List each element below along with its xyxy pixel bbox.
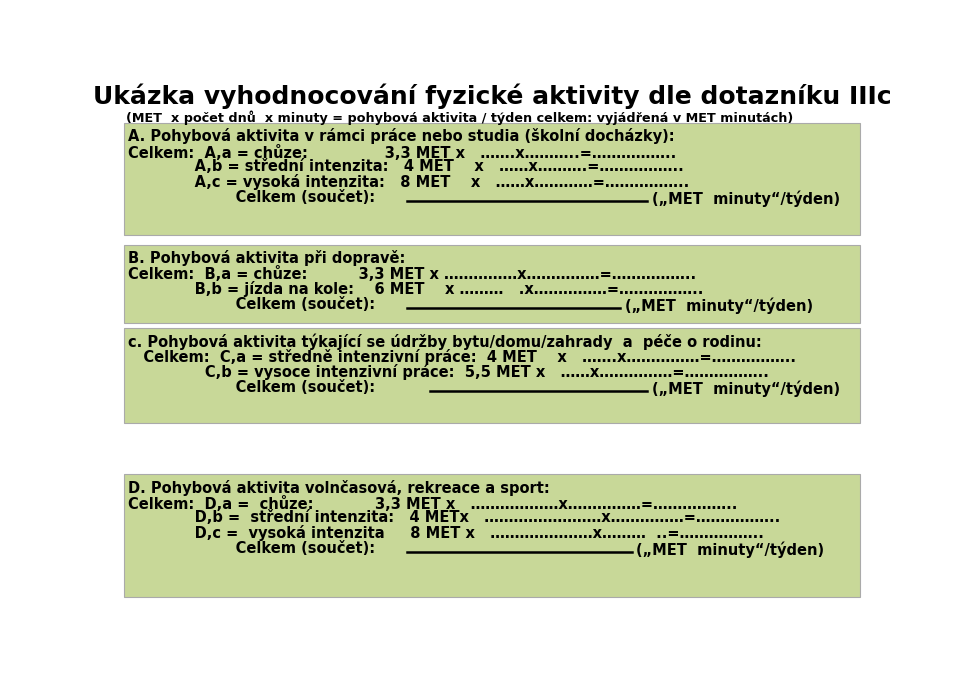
- Text: Celkem (součet):: Celkem (součet):: [128, 380, 374, 395]
- Text: Celkem:  B,a = chůze:          3,3 MET x ……………x……………=……………..: Celkem: B,a = chůze: 3,3 MET x ……………x…………: [128, 267, 696, 283]
- Text: B. Pohybová aktivita při dopravě:: B. Pohybová aktivita při dopravě:: [128, 250, 405, 266]
- Text: Celkem (součet):: Celkem (součet):: [128, 190, 374, 205]
- Text: („MET  minuty“/týden): („MET minuty“/týden): [652, 190, 840, 207]
- Text: (MET  x počet dnů  x minuty = pohybová aktivita / týden celkem: vyjádřená v MET : (MET x počet dnů x minuty = pohybová akt…: [126, 110, 794, 125]
- Bar: [124, 474, 860, 597]
- Bar: [124, 123, 860, 235]
- Bar: [124, 328, 860, 423]
- Text: A,c = vysoká intenzita:   8 MET    x   ……x…………=……………..: A,c = vysoká intenzita: 8 MET x ……x…………=…: [128, 174, 689, 190]
- Text: D,b =  střední intenzita:   4 METx   ……………………x……………=……………..: D,b = střední intenzita: 4 METx ………………………: [128, 510, 780, 526]
- Text: C,b = vysoce intenzivní práce:  5,5 MET x   ……x……………=……………..: C,b = vysoce intenzivní práce: 5,5 MET x…: [128, 364, 769, 380]
- Text: Ukázka vyhodnocování fyzické aktivity dle dotazníku IIIc: Ukázka vyhodnocování fyzické aktivity dl…: [93, 84, 891, 109]
- Text: („MET  minuty“/týden): („MET minuty“/týden): [652, 380, 840, 397]
- Text: Celkem (součet):: Celkem (součet):: [128, 541, 374, 556]
- Text: A,b = střední intenzita:   4 MET    x   ……x……….=……………..: A,b = střední intenzita: 4 MET x ……x……….…: [128, 160, 684, 174]
- Text: c. Pohybová aktivita týkající se údržby bytu/domu/zahrady  a  péče o rodinu:: c. Pohybová aktivita týkající se údržby …: [128, 333, 761, 350]
- Text: („MET  minuty“/týden): („MET minuty“/týden): [636, 541, 825, 558]
- Text: Celkem:  C,a = středně intenzivní práce:  4 MET    x   …….x……………=……………..: Celkem: C,a = středně intenzivní práce: …: [128, 349, 796, 365]
- Text: B,b = jízda na kole:    6 MET    x ………   .x……………=……………..: B,b = jízda na kole: 6 MET x ……… .x………………: [128, 281, 703, 297]
- Text: D. Pohybová aktivita volnčasová, rekreace a sport:: D. Pohybová aktivita volnčasová, rekreac…: [128, 480, 549, 495]
- Text: Celkem:  A,a = chůze:               3,3 MET x   …….x………..=……………..: Celkem: A,a = chůze: 3,3 MET x …….x………..…: [128, 145, 676, 161]
- Text: („MET  minuty“/týden): („MET minuty“/týden): [625, 297, 813, 314]
- Text: D,c =  vysoká intenzita     8 MET x   …………………x………  ..=……………..: D,c = vysoká intenzita 8 MET x …………………x……: [128, 525, 763, 541]
- Text: Celkem:  D,a =  chůze:            3,3 MET x   ………………x……………=……………..: Celkem: D,a = chůze: 3,3 MET x ………………x………: [128, 496, 737, 511]
- Bar: [124, 245, 860, 323]
- Text: Celkem (součet):: Celkem (součet):: [128, 297, 374, 312]
- Text: A. Pohybová aktivita v rámci práce nebo studia (školní docházky):: A. Pohybová aktivita v rámci práce nebo …: [128, 129, 674, 145]
